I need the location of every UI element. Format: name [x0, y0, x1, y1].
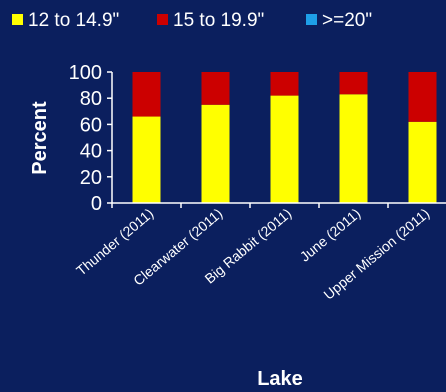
y-tick-label-1: 20: [80, 167, 102, 189]
y-tick-label-4: 80: [80, 88, 102, 110]
legend-swatch-0: [12, 14, 23, 25]
legend-label-0: 12 to 14.9": [28, 10, 119, 31]
legend-swatch-2: [306, 14, 317, 25]
y-axis-title: Percent: [29, 101, 51, 175]
bar-2-series-0: [270, 95, 299, 203]
axes: [111, 72, 446, 204]
bar-0-series-0: [132, 116, 161, 203]
x-axis-title: Lake: [257, 368, 303, 390]
legend: 12 to 14.9" 15 to 19.9" >=20": [12, 10, 372, 31]
bar-4-series-0: [408, 121, 437, 203]
y-ticks: 0 20 40 60 80 100: [69, 62, 112, 215]
y-tick-label-5: 100: [69, 62, 102, 84]
bar-3-series-0: [339, 94, 368, 203]
bar-1-series-0: [201, 104, 230, 203]
x-ticks: Thunder (2011)Clearwater (2011)Big Rabbi…: [73, 203, 432, 303]
legend-label-2: >=20": [322, 10, 372, 31]
bar-4-series-1: [408, 72, 437, 122]
bars: [132, 72, 437, 203]
bar-2-series-1: [270, 72, 299, 96]
y-tick-label-3: 60: [80, 114, 102, 136]
bar-3-series-1: [339, 72, 368, 95]
bar-0-series-1: [132, 72, 161, 117]
bar-1-series-1: [201, 72, 230, 105]
legend-label-1: 15 to 19.9": [173, 10, 264, 31]
y-tick-label-0: 0: [91, 193, 102, 215]
y-tick-label-2: 40: [80, 141, 102, 163]
legend-swatch-1: [157, 14, 168, 25]
x-tick-label-3: June (2011): [297, 205, 364, 265]
